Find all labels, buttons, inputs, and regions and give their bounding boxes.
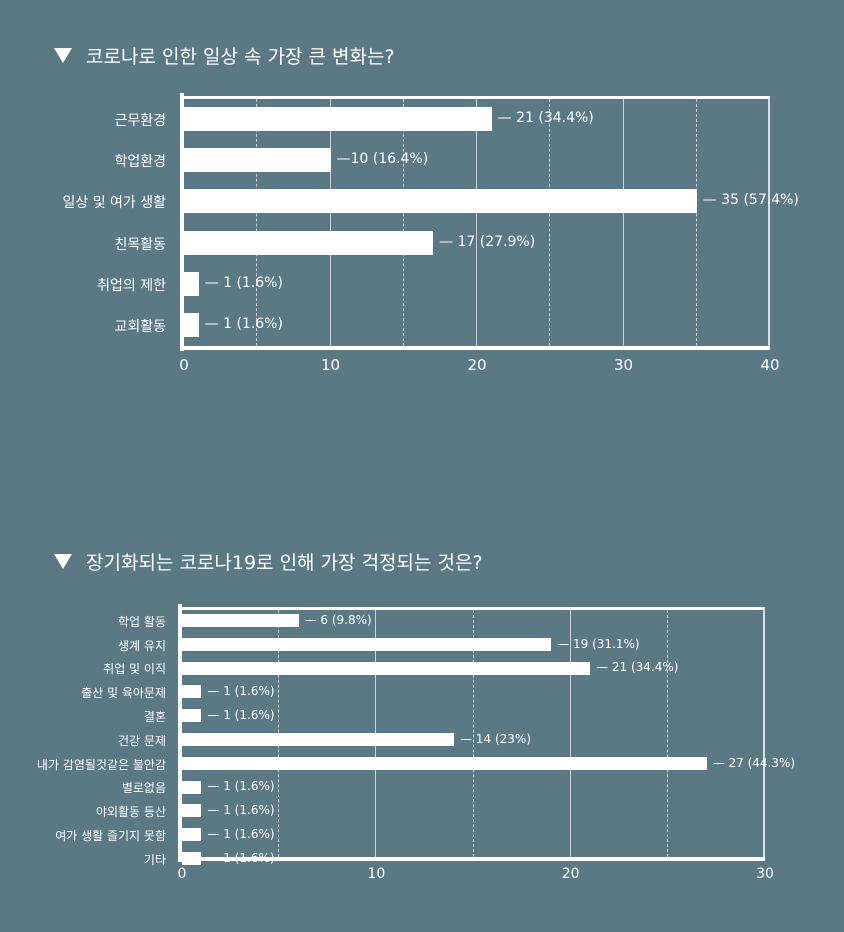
value-label: — 27 (44.3%): [712, 755, 796, 770]
bar: [182, 709, 202, 723]
gridline: [622, 99, 624, 346]
value-label: — 19 (31.1%): [557, 636, 640, 651]
x-tick-label: 10: [320, 356, 341, 374]
value-label: — 35 (57.4%): [702, 192, 799, 209]
category-label: 내가 감염될것같은 불안감: [36, 757, 166, 772]
value-label: — 14 (23%): [460, 731, 531, 746]
value-label: — 1 (1.6%): [207, 707, 275, 722]
category-label: 여가 생활 즐기지 못함: [55, 828, 166, 843]
bar: [184, 313, 199, 337]
category-label: 교회활동: [114, 318, 166, 335]
bar: [182, 661, 591, 675]
bar: [182, 852, 202, 865]
bar: [184, 271, 199, 296]
category-label: 기타: [143, 852, 166, 867]
category-label: 야외활동 등산: [95, 805, 166, 820]
bar: [182, 685, 202, 699]
value-label: — 1 (1.6%): [207, 826, 275, 841]
bar: [182, 756, 707, 770]
category-label: 친목활동: [114, 236, 166, 253]
gridline: [569, 610, 571, 857]
value-label: — 6 (9.8%): [304, 612, 372, 627]
category-label: 생계 유지: [118, 638, 166, 653]
chart2-title-text: 장기화되는 코로나19로 인해 가장 걱정되는 것은?: [86, 552, 483, 574]
category-label: 학업 활동: [118, 614, 166, 629]
x-tick-label: 0: [177, 866, 187, 882]
x-tick-label: 30: [756, 866, 774, 882]
gridline: [695, 99, 697, 346]
x-tick-label: 40: [760, 356, 780, 374]
gridline: [476, 99, 477, 346]
bar: [184, 148, 331, 173]
y-axis: [178, 604, 182, 862]
x-axis: [178, 857, 765, 861]
chart1-title: 코로나로 인한 일상 속 가장 큰 변화는?: [54, 42, 395, 69]
value-label: — 1 (1.6%): [207, 803, 275, 818]
y-axis: [180, 93, 184, 351]
bar: [184, 189, 697, 214]
x-tick-label: 20: [467, 356, 487, 374]
triangle-down-icon: [54, 48, 72, 63]
category-label: 별로없음: [121, 781, 166, 796]
bar: [184, 107, 492, 131]
category-label: 결혼: [143, 709, 166, 724]
chart2-title: 장기화되는 코로나19로 인해 가장 걱정되는 것은?: [54, 548, 483, 575]
value-label: — 1 (1.6%): [207, 779, 275, 794]
bar: [182, 733, 455, 746]
bar: [182, 637, 552, 651]
bar: [182, 780, 202, 794]
gridline: [256, 99, 258, 346]
category-label: 일상 및 여가 생활: [62, 195, 166, 212]
x-axis: [180, 346, 770, 350]
x-tick-label: 20: [561, 866, 580, 882]
value-label: — 1 (1.6%): [207, 684, 275, 699]
category-label: 근무환경: [114, 112, 166, 129]
bar: [184, 230, 434, 255]
category-label: 취업의 제한: [97, 277, 166, 294]
gridline: [549, 99, 551, 346]
gridline: [666, 610, 668, 857]
category-label: 학업환경: [114, 154, 166, 171]
value-label: — 21 (34.4%): [497, 109, 594, 126]
x-tick-label: 0: [179, 356, 189, 374]
value-label: — 21 (34.4%): [596, 660, 679, 675]
category-label: 건강 문제: [118, 733, 166, 748]
gridline: [329, 99, 331, 346]
bar: [182, 804, 202, 818]
value-label: — 17 (27.9%): [439, 233, 536, 250]
bar: [182, 828, 202, 842]
bar: [182, 614, 299, 627]
gridline: [402, 99, 404, 346]
plot-area: [184, 96, 770, 346]
x-tick-label: 10: [367, 866, 386, 882]
value-label: — 1 (1.6%): [207, 850, 275, 865]
category-label: 출산 및 육아문제: [81, 686, 166, 701]
chart1-title-text: 코로나로 인한 일상 속 가장 큰 변화는?: [86, 46, 395, 68]
value-label: —10 (16.4%): [336, 151, 429, 168]
value-label: — 1 (1.6%): [204, 274, 283, 291]
value-label: — 1 (1.6%): [204, 315, 283, 332]
triangle-down-icon: [54, 554, 72, 569]
x-tick-label: 30: [613, 356, 634, 374]
category-label: 취업 및 이직: [103, 662, 166, 677]
gridline: [472, 610, 474, 857]
